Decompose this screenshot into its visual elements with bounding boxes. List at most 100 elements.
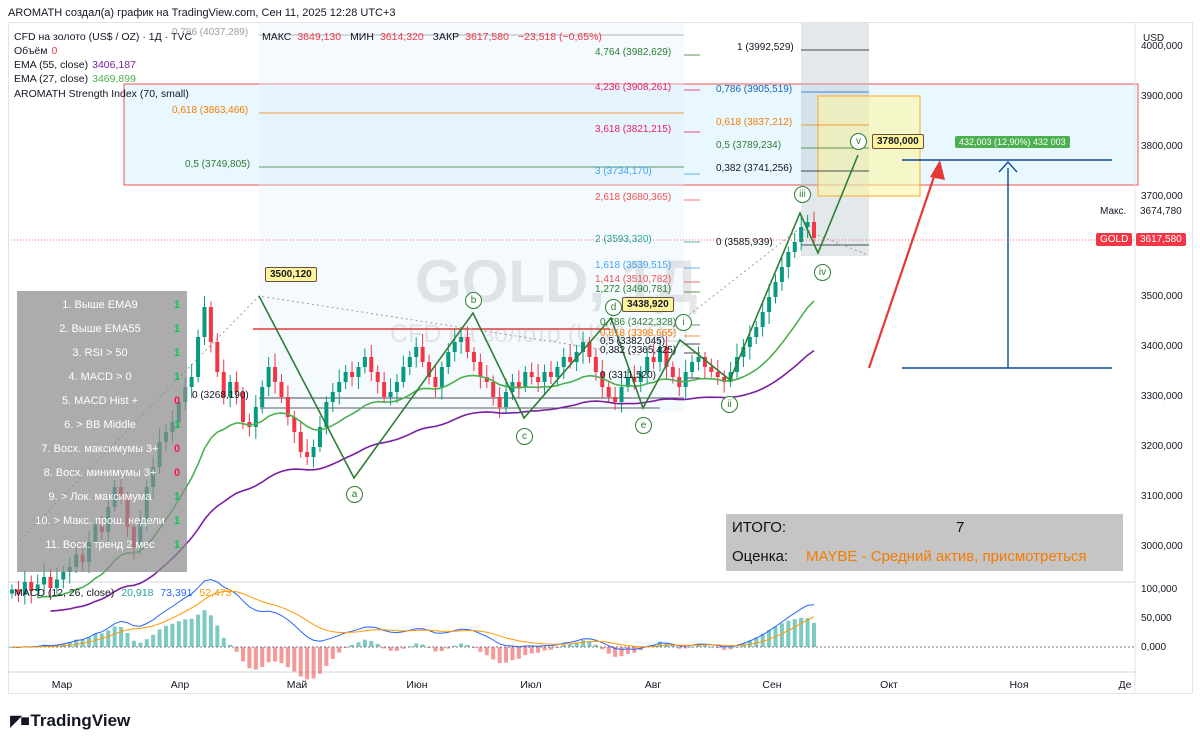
checklist-value: 0 xyxy=(174,395,181,407)
checklist-label: 10. > Макс. прош. недели xyxy=(35,515,165,527)
candle xyxy=(407,357,412,367)
fib-label: 0,5 (3382,045) xyxy=(600,336,666,347)
macd-bar xyxy=(67,642,72,647)
candle xyxy=(664,347,669,367)
fib-label: 3 (3734,170) xyxy=(595,166,652,177)
indicator-strength[interactable]: AROMATH Strength Index (70, small) xyxy=(14,88,189,100)
indicator-ema27[interactable]: EMA (27, close) 3469,899 xyxy=(14,73,136,85)
macd-bar xyxy=(305,647,310,680)
macd-bar xyxy=(439,647,444,651)
macd-bar xyxy=(593,644,598,647)
fib-label: 0 (3268,190) xyxy=(192,390,249,401)
candle xyxy=(702,357,707,367)
checklist-row: 11. Восх. тренд 2 мес 1 xyxy=(17,539,187,557)
macd-bar xyxy=(247,647,252,669)
candle xyxy=(792,242,797,252)
fib-label: 0 (3585,939) xyxy=(716,237,773,248)
macd-bar xyxy=(189,618,194,647)
wave-label-c: c xyxy=(516,428,533,445)
macd-bar xyxy=(484,647,489,656)
macd-bar xyxy=(786,620,791,647)
candle xyxy=(324,402,329,427)
macd-bar xyxy=(433,647,438,652)
macd-bar xyxy=(151,634,156,647)
macd-bar xyxy=(523,647,528,656)
price-tick: 3500,000 xyxy=(1141,291,1183,302)
indicator-ema55[interactable]: EMA (55, close) 3406,187 xyxy=(14,59,136,71)
macd-bar xyxy=(606,647,611,654)
checklist-value: 1 xyxy=(174,323,181,335)
candle xyxy=(471,352,476,362)
signal-line xyxy=(11,590,815,648)
symbol-name[interactable]: CFD на золото (US$ / OZ) · 1Д · TVC xyxy=(14,31,193,43)
wave-label-a: a xyxy=(346,486,363,503)
fib-label: 3,618 (3821,215) xyxy=(595,124,672,135)
fib-label: 2,618 (3680,365) xyxy=(595,192,672,203)
dotted-trend xyxy=(19,227,869,541)
checklist-row: 10. > Макс. прош. недели 1 xyxy=(17,515,187,533)
candle xyxy=(491,382,496,397)
candle xyxy=(29,582,34,591)
macd-bar xyxy=(369,640,374,647)
candle xyxy=(767,297,772,312)
candle xyxy=(420,347,425,362)
candle xyxy=(568,357,573,362)
macd-bar xyxy=(183,619,188,647)
checklist-row: 5. MACD Hist + 0 xyxy=(17,395,187,413)
tradingview-logo[interactable]: ◤■ TradingView xyxy=(10,711,131,730)
candle xyxy=(747,337,752,347)
wave-label-e: e xyxy=(635,417,652,434)
candle xyxy=(484,377,489,382)
candle xyxy=(542,372,547,382)
candle xyxy=(350,372,355,377)
fib-label: 4,764 (3982,629) xyxy=(595,47,672,58)
red-arrow-head xyxy=(930,160,945,180)
macd-bar xyxy=(561,645,566,647)
macd-bar xyxy=(260,647,265,667)
candle xyxy=(459,337,464,342)
macd-bar xyxy=(478,647,483,652)
checklist-panel: 1. Выше EMA9 1 2. Выше EMA55 1 3. RSI > 50 1 4… xyxy=(17,291,187,572)
macd-legend[interactable]: MACD (12, 26, close) 20,918 73,391 52,47… xyxy=(14,587,232,599)
candle xyxy=(330,392,335,402)
fib-label: 0,5 (3749,805) xyxy=(185,159,251,170)
macd-bar xyxy=(324,647,329,666)
candle xyxy=(786,252,791,267)
macd-bar xyxy=(350,644,355,647)
macd-bar xyxy=(779,623,784,647)
macd-bar xyxy=(754,637,759,647)
macd-bar xyxy=(382,647,387,649)
macd-bar xyxy=(446,647,451,649)
wave-label-iii: iii xyxy=(794,186,811,203)
checklist-label: 6. > BB Middle xyxy=(64,419,136,431)
macd-bar xyxy=(228,644,233,647)
candle xyxy=(619,387,624,402)
macd-bar xyxy=(375,643,380,647)
red-forecast-arrow xyxy=(867,167,939,369)
change-value: −23,518 (−0,65%) xyxy=(517,31,602,43)
candle xyxy=(16,589,21,595)
macd-bar xyxy=(240,647,245,662)
rating-text: MAYBE - Средний актив, присмотреться xyxy=(806,548,1087,565)
indicator-volume[interactable]: Объём 0 xyxy=(14,45,58,57)
last-badge-value: 3617,580 xyxy=(1136,233,1186,246)
checklist-row: 8. Восх. минимумы 3+ 0 xyxy=(17,467,187,485)
macd-bar xyxy=(574,642,579,647)
candle xyxy=(375,372,380,382)
macd-bar xyxy=(388,647,393,651)
macd-bar xyxy=(330,647,335,659)
candle xyxy=(208,307,213,342)
candle xyxy=(805,222,810,227)
rating-label: Оценка: xyxy=(732,548,789,565)
checklist-label: 8. Восх. минимумы 3+ xyxy=(43,467,157,479)
price-tick: 3900,000 xyxy=(1141,91,1183,102)
macd-bar xyxy=(266,647,271,663)
currency-label: USD xyxy=(1143,33,1165,44)
checklist-label: 7. Восх. максимумы 3+ xyxy=(41,443,159,455)
macd-bar xyxy=(696,644,701,647)
candle xyxy=(279,382,284,397)
symbol-legend[interactable]: CFD на золото (US$ / OZ) · 1Д · TVC xyxy=(14,31,192,43)
candle xyxy=(362,357,367,367)
checklist-label: 5. MACD Hist + xyxy=(61,395,139,407)
